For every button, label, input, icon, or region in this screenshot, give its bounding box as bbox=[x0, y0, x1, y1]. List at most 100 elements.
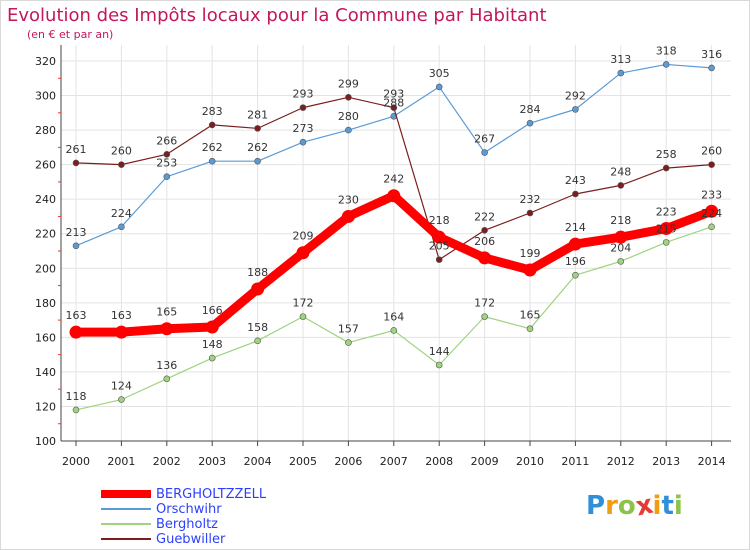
data-point bbox=[617, 258, 625, 265]
data-point bbox=[526, 119, 534, 127]
data-label: 248 bbox=[610, 165, 631, 178]
data-label: 148 bbox=[202, 338, 223, 351]
series bbox=[69, 61, 719, 414]
data-label: 261 bbox=[66, 143, 87, 156]
data-label: 157 bbox=[338, 323, 359, 336]
data-point bbox=[254, 337, 261, 345]
data-point bbox=[72, 242, 80, 250]
data-label: 283 bbox=[202, 105, 223, 118]
data-point bbox=[341, 209, 355, 223]
y-tick-label: 160 bbox=[35, 331, 56, 344]
data-label: 118 bbox=[66, 390, 87, 403]
proxiti-logo: Proxiti bbox=[586, 490, 683, 523]
data-point bbox=[208, 354, 216, 362]
data-point bbox=[662, 61, 670, 68]
x-tick-label: 2007 bbox=[380, 455, 408, 468]
data-label: 166 bbox=[202, 304, 223, 317]
y-tick-label: 120 bbox=[35, 400, 56, 413]
x-tick-label: 2002 bbox=[153, 455, 181, 468]
data-label: 284 bbox=[520, 103, 541, 116]
x-tick-label: 2006 bbox=[334, 455, 362, 468]
data-point bbox=[254, 157, 261, 165]
chart-subtitle: (en € et par an) bbox=[27, 28, 114, 41]
data-point bbox=[296, 246, 310, 260]
x-tick-label: 2011 bbox=[561, 455, 589, 468]
data-label: 188 bbox=[247, 266, 268, 279]
x-tick-label: 2009 bbox=[471, 455, 499, 468]
data-label: 204 bbox=[610, 241, 631, 254]
y-tick-label: 240 bbox=[35, 193, 56, 206]
data-label: 253 bbox=[156, 157, 177, 170]
data-point bbox=[617, 182, 625, 189]
data-point bbox=[118, 396, 125, 403]
data-label: 214 bbox=[565, 221, 586, 234]
data-point bbox=[572, 271, 579, 279]
data-point bbox=[390, 104, 398, 111]
data-point bbox=[387, 189, 401, 203]
data-label: 243 bbox=[565, 174, 586, 187]
x-tick-label: 2013 bbox=[652, 455, 680, 468]
data-point bbox=[481, 226, 488, 234]
data-label: 215 bbox=[656, 222, 677, 235]
y-tick-label: 100 bbox=[35, 435, 56, 448]
data-point bbox=[435, 256, 443, 263]
legend-label: BERGHOLTZZELL bbox=[156, 487, 267, 502]
data-point bbox=[299, 313, 307, 320]
data-point bbox=[705, 204, 719, 218]
x-tick-label: 2000 bbox=[62, 455, 90, 468]
x-tick-label: 2003 bbox=[198, 455, 226, 468]
legend-swatch bbox=[101, 523, 151, 525]
data-point bbox=[163, 375, 171, 383]
data-label: 267 bbox=[474, 133, 495, 146]
x-tick-label: 2001 bbox=[107, 455, 135, 468]
data-point bbox=[390, 327, 398, 334]
data-point bbox=[251, 282, 265, 296]
axes: 100 120 140 160 180 200 220 240 260 280 300 320 2000… bbox=[35, 45, 731, 468]
data-point bbox=[72, 159, 80, 167]
data-point bbox=[659, 222, 673, 236]
x-tick-label: 2014 bbox=[698, 455, 726, 468]
x-tick-label: 2010 bbox=[516, 455, 544, 468]
legend-label: Guebwiller bbox=[156, 532, 226, 547]
data-label: 288 bbox=[383, 96, 404, 109]
data-point bbox=[708, 64, 715, 72]
data-label: 209 bbox=[293, 230, 314, 243]
data-label: 318 bbox=[656, 44, 677, 57]
data-label: 124 bbox=[111, 380, 132, 393]
data-label: 172 bbox=[474, 297, 495, 310]
data-point bbox=[69, 325, 83, 339]
x-tick-label: 2004 bbox=[244, 455, 272, 468]
data-label: 281 bbox=[247, 108, 268, 121]
data-point bbox=[345, 339, 352, 346]
y-tick-label: 280 bbox=[35, 124, 56, 137]
legend-swatch bbox=[101, 508, 151, 510]
data-point bbox=[568, 237, 582, 251]
data-label: 218 bbox=[429, 214, 450, 227]
data-label: 158 bbox=[247, 321, 268, 334]
data-label: 196 bbox=[565, 255, 586, 268]
y-tick-label: 320 bbox=[35, 55, 56, 68]
data-label: 164 bbox=[383, 310, 404, 323]
data-label: 266 bbox=[156, 134, 177, 147]
data-point bbox=[526, 209, 534, 217]
logo-letter: P bbox=[586, 491, 606, 521]
data-label: 233 bbox=[701, 188, 722, 201]
data-point bbox=[708, 161, 715, 168]
data-point bbox=[72, 406, 80, 414]
logo-letter: o bbox=[617, 491, 636, 521]
data-label: 260 bbox=[701, 145, 722, 158]
data-label: 213 bbox=[66, 226, 87, 239]
legend-label: Bergholtz bbox=[156, 517, 219, 532]
logo-letter: t bbox=[661, 491, 674, 521]
data-label: 299 bbox=[338, 77, 359, 90]
data-label: 224 bbox=[111, 207, 132, 220]
data-label: 313 bbox=[610, 53, 631, 66]
data-point bbox=[435, 83, 443, 91]
y-tick-label: 260 bbox=[35, 159, 56, 172]
data-point bbox=[662, 164, 670, 172]
y-tick-label: 180 bbox=[35, 297, 56, 310]
data-point bbox=[432, 230, 446, 244]
data-point bbox=[526, 325, 534, 333]
